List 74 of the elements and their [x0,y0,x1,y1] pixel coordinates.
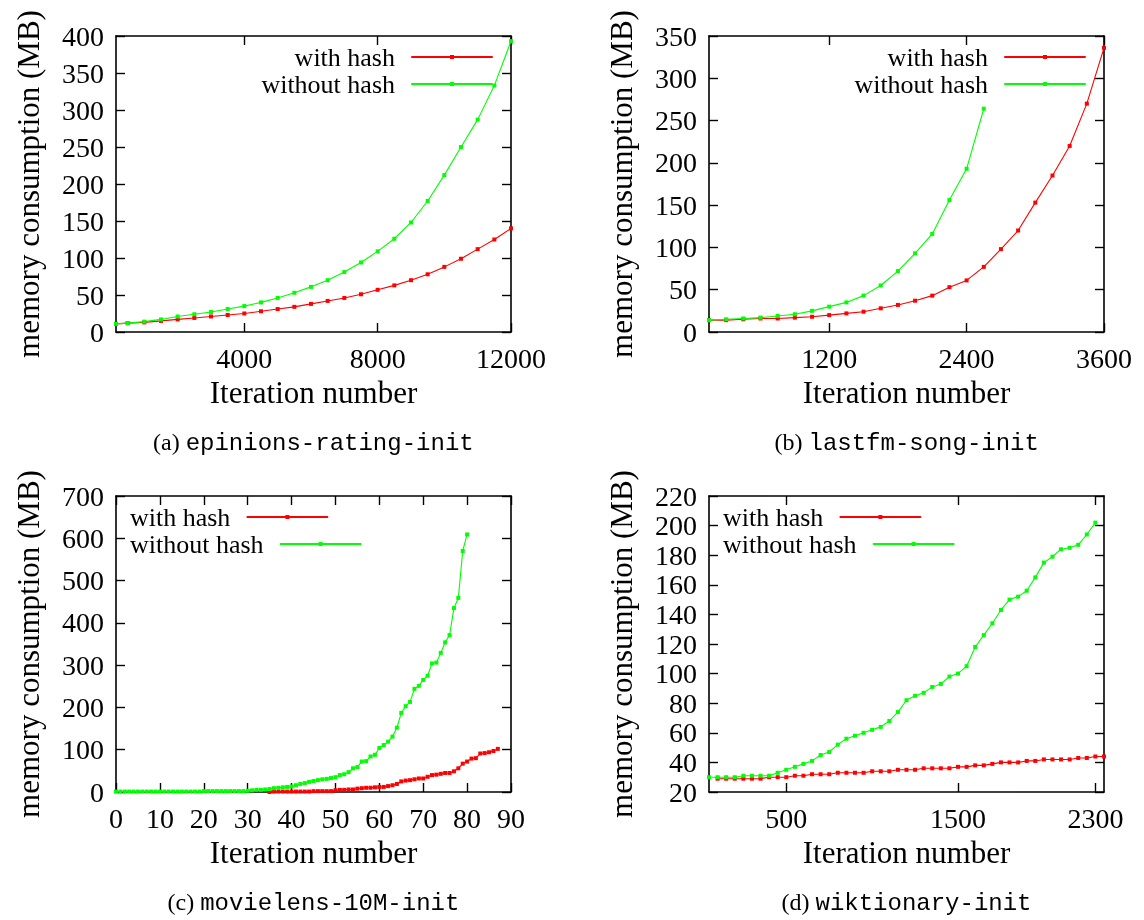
text: (d) wiktionary-init [781,889,1032,917]
y-tick-label: 140 [655,598,697,630]
y-axis-title: memory consumption (MB) [604,10,639,358]
y-tick-label: 200 [655,147,697,179]
y-tick-label: 50 [76,279,104,311]
y-tick-label: 300 [62,94,104,126]
text: (b) lastfm-song-init [774,429,1039,457]
x-axis-title: Iteration number [209,834,418,870]
y-tick-label: 40 [669,746,697,778]
y-tick-label: 250 [655,105,697,137]
y-tick-label: 350 [62,57,104,89]
legend-label: without hash [261,69,395,99]
x-tick-label: 80 [453,802,482,834]
x-axis-title: Iteration number [802,374,1011,410]
x-tick-label: 1200 [801,342,858,374]
legend-label: without hash [130,529,264,559]
y-tick-label: 600 [62,522,104,554]
y-axis-title: memory consumption (MB) [11,470,46,818]
legend-label: with hash [722,502,824,532]
y-tick-label: 200 [655,510,697,542]
x-tick-label: 60 [365,802,394,834]
x-tick-label: 3600 [1076,342,1132,374]
x-tick-label: 2400 [938,342,995,374]
y-tick-label: 700 [62,480,104,512]
x-tick-label: 4000 [216,342,273,374]
legend-label: without hash [854,69,988,99]
x-tick-label: 8000 [349,342,406,374]
legend-label: with hash [294,42,395,72]
y-tick-label: 0 [683,316,697,348]
x-tick-label: 20 [189,802,218,834]
y-tick-label: 200 [62,691,104,723]
x-tick-label: 50 [321,802,350,834]
y-tick-label: 150 [655,189,697,221]
legend-label: with hash [887,42,988,72]
x-tick-label: 1500 [930,802,987,834]
x-tick-label: 10 [145,802,174,834]
x-tick-label: 2300 [1067,802,1124,834]
x-tick-label: 40 [277,802,306,834]
y-axis-title: memory consumption (MB) [604,470,639,818]
y-tick-label: 180 [655,539,697,571]
x-axis-title: Iteration number [209,374,418,410]
x-tick-label: 70 [409,802,438,834]
legend-label: without hash [723,529,857,559]
y-tick-label: 160 [655,569,697,601]
y-tick-label: 500 [62,565,104,597]
y-tick-label: 0 [90,316,104,348]
y-tick-label: 400 [62,607,104,639]
x-tick-label: 12000 [476,342,546,374]
y-tick-label: 350 [655,20,697,52]
y-tick-label: 0 [90,776,104,808]
y-tick-label: 100 [655,231,697,263]
x-tick-label: 30 [233,802,262,834]
legend-label: with hash [129,502,231,532]
y-tick-label: 100 [655,658,697,690]
x-tick-label: 90 [497,802,525,834]
text: (a) epinions-rating-init [153,429,474,457]
x-tick-label: 500 [765,802,808,834]
y-tick-label: 220 [655,480,697,512]
y-tick-label: 50 [669,274,697,306]
y-tick-label: 80 [669,687,697,719]
y-tick-label: 60 [669,717,697,749]
y-tick-label: 20 [669,776,697,808]
y-tick-label: 300 [62,649,104,681]
y-tick-label: 120 [655,628,697,660]
y-tick-label: 250 [62,131,104,163]
text: (c) movielens-10M-init [167,889,460,917]
x-axis-title: Iteration number [802,834,1011,870]
y-tick-label: 400 [62,20,104,52]
y-tick-label: 100 [62,242,104,274]
y-tick-label: 200 [62,168,104,200]
y-tick-label: 150 [62,205,104,237]
y-tick-label: 100 [62,734,104,766]
y-axis-title: memory consumption (MB) [11,10,46,358]
y-tick-label: 300 [655,62,697,94]
